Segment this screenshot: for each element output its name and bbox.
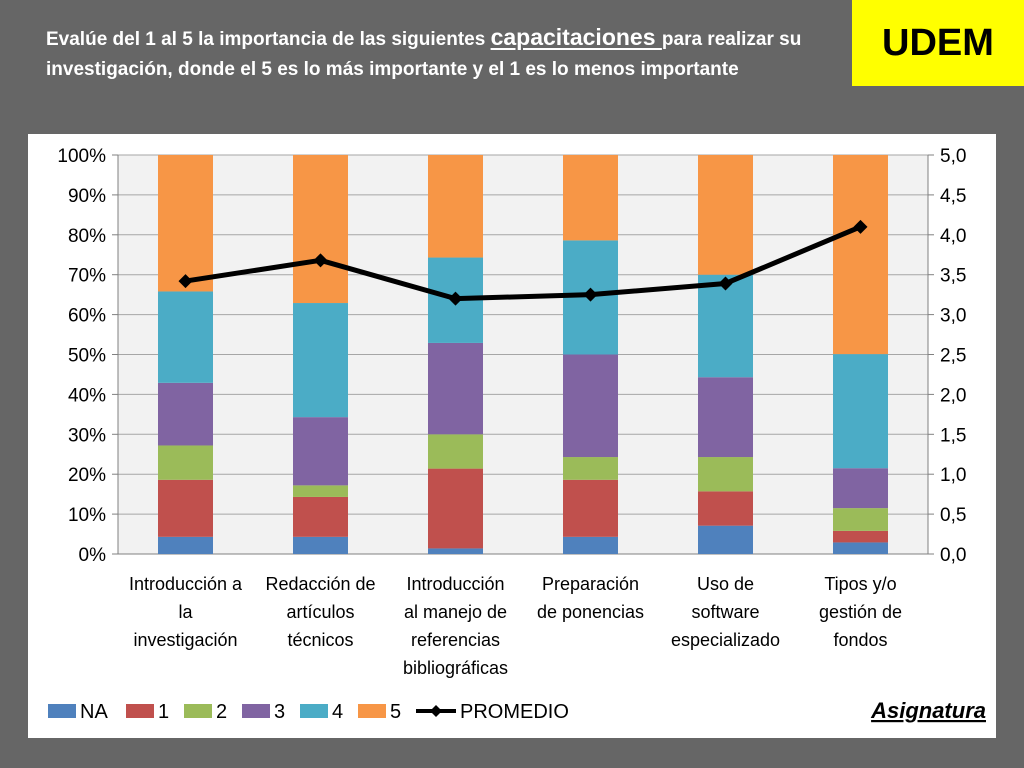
bar-segment-2 [698,457,753,492]
y-right-tick-label: 0,5 [940,505,966,526]
y-left-tick-label: 0% [79,545,107,566]
bar-segment-2 [428,434,483,469]
legend-label: 3 [274,701,285,723]
y-left-tick-label: 60% [68,306,106,327]
bar-segment-1 [563,479,618,537]
bar-segment-na [698,525,753,554]
bar-segment-3 [563,354,618,458]
y-right-tick-label: 1,5 [940,425,966,446]
x-category-label: Introducción al manejo de referencias bibli… [403,574,508,678]
y-left-tick-label: 90% [68,186,106,207]
bar-segment-5 [833,155,888,355]
bar-segment-1 [158,479,213,537]
y-left-tick-label: 70% [68,266,106,287]
legend-label: 1 [158,701,169,723]
promedio-point [178,274,193,289]
legend-label: 5 [390,701,401,723]
legend-label: 2 [216,701,227,723]
y-right-tick-label: 1,0 [940,465,966,486]
bar-segment-2 [293,485,348,497]
bar-segment-2 [563,457,618,480]
y-left-tick-label: 80% [68,226,106,247]
legend-marker-promedio [430,705,442,717]
promedio-point [718,276,733,291]
bar-segment-1 [698,491,753,526]
bar-segment-5 [293,155,348,304]
bar-segment-na [833,542,888,554]
chart-panel: 0% 0,0 10% 0,5 20% 1,0 30% 1,5 40% 2,0 50% 2,5 60% 3,… [28,134,996,738]
x-category-label: Preparación de ponencias [537,574,644,622]
y-right-tick-label: 4,0 [940,226,966,247]
bar-segment-3 [428,342,483,435]
legend-swatch-3 [242,704,270,718]
bar-segment-na [158,536,213,554]
bar-segment-1 [428,468,483,549]
bar-segment-1 [293,496,348,537]
bar-segment-na [428,548,483,554]
y-right-tick-label: 3,5 [940,266,966,287]
legend-swatch-1 [126,704,154,718]
promedio-point [448,291,463,306]
bar-segment-4 [158,291,213,383]
bar-segment-3 [293,417,348,486]
bar-segment-5 [698,155,753,275]
legend-label: 4 [332,701,343,723]
question-text-emphasis: capacitaciones [490,24,662,50]
bar-segment-3 [158,382,213,446]
x-category-label: Uso de software especializado [671,574,780,650]
question-title: Evalúe del 1 al 5 la importancia de las … [46,22,806,85]
x-category-label: Redacción de artículos técnicos [265,574,375,650]
y-left-tick-label: 20% [68,465,106,486]
bar-segment-na [293,536,348,554]
y-left-tick-label: 10% [68,505,106,526]
question-text-part2: para realizar su investigación, donde el… [46,29,802,80]
bar-segment-2 [158,445,213,480]
bar-segment-5 [158,155,213,292]
legend-swatch-2 [184,704,212,718]
y-right-tick-label: 2,0 [940,385,966,406]
x-category-label: Tipos y/o gestión de fondos [819,574,902,650]
y-left-tick-label: 50% [68,346,106,367]
bar-segment-3 [833,468,888,509]
y-right-tick-label: 3,0 [940,306,966,327]
question-text-part1: Evalúe del 1 al 5 la importancia de las … [46,29,491,50]
y-right-tick-label: 4,5 [940,186,966,207]
legend-swatch-4 [300,704,328,718]
y-left-tick-label: 40% [68,385,106,406]
udem-logo-text: UDEM [882,21,994,64]
bar-segment-4 [293,303,348,418]
bar-segment-na [563,536,618,554]
bar-segment-3 [698,377,753,458]
stacked-bar-chart: 0% 0,0 10% 0,5 20% 1,0 30% 1,5 40% 2,0 50% 2,5 60% 3,… [48,146,986,723]
bar-segment-5 [428,155,483,258]
bar-segment-1 [833,530,888,543]
udem-logo: UDEM [852,0,1024,86]
x-category-label: Introducción a la investigación [129,574,243,650]
promedio-point [313,253,328,268]
promedio-point [853,219,868,234]
bar-segment-4 [833,354,888,469]
promedio-line [185,224,862,302]
y-right-tick-label: 2,5 [940,346,966,367]
legend-swatch-5 [358,704,386,718]
bar-segment-4 [698,274,753,378]
y-right-tick-label: 5,0 [940,146,966,167]
bar-segment-5 [563,155,618,241]
asignatura-label: Asignatura [870,698,986,723]
legend-swatch-na [48,704,76,718]
y-right-tick-label: 0,0 [940,545,966,566]
y-left-tick-label: 30% [68,425,106,446]
bar-segment-2 [833,508,888,531]
legend-label: NA [80,701,108,723]
legend-label: PROMEDIO [460,701,569,723]
promedio-point [583,287,598,302]
y-left-tick-label: 100% [57,146,106,167]
